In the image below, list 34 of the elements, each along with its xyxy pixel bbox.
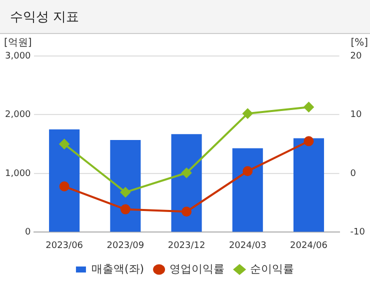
x-tick-label: 2024/03 [228, 240, 266, 251]
bar [232, 148, 263, 232]
point [242, 166, 253, 176]
y-tick-label: 3,000 [5, 51, 32, 62]
point [304, 136, 314, 146]
legend-label: 매출액(좌) [91, 262, 144, 276]
bar [110, 140, 141, 232]
point [120, 187, 130, 198]
y2-tick-label: 10 [350, 110, 362, 120]
legend-label: 영업이익률 [170, 262, 225, 276]
y-axis-title: [억원] [4, 38, 32, 49]
point [304, 102, 314, 112]
chart-title: 수익성 지표 [0, 0, 370, 34]
x-tick-label: 2024/06 [290, 240, 328, 251]
y2-tick-label: 20 [350, 51, 362, 62]
legend-label: 순이익률 [250, 262, 294, 276]
y2-tick-label: 0 [350, 168, 356, 179]
x-tick-label: 2023/12 [168, 240, 206, 251]
point [59, 139, 70, 150]
bar [171, 134, 202, 232]
y-tick-label: 2,000 [5, 110, 32, 120]
bar [49, 129, 80, 232]
point [120, 204, 130, 214]
bar [293, 138, 324, 232]
x-tick-label: 2023/06 [46, 240, 84, 251]
point [242, 108, 253, 119]
x-tick-label: 2023/09 [106, 240, 144, 251]
point [182, 168, 192, 178]
point [182, 206, 192, 217]
y2-tick-label: -10 [350, 228, 366, 238]
y2-axis-title: [%] [350, 38, 368, 49]
y-tick-label: 1,000 [5, 168, 32, 179]
point [59, 181, 70, 192]
y-tick-label: 0 [25, 228, 32, 238]
